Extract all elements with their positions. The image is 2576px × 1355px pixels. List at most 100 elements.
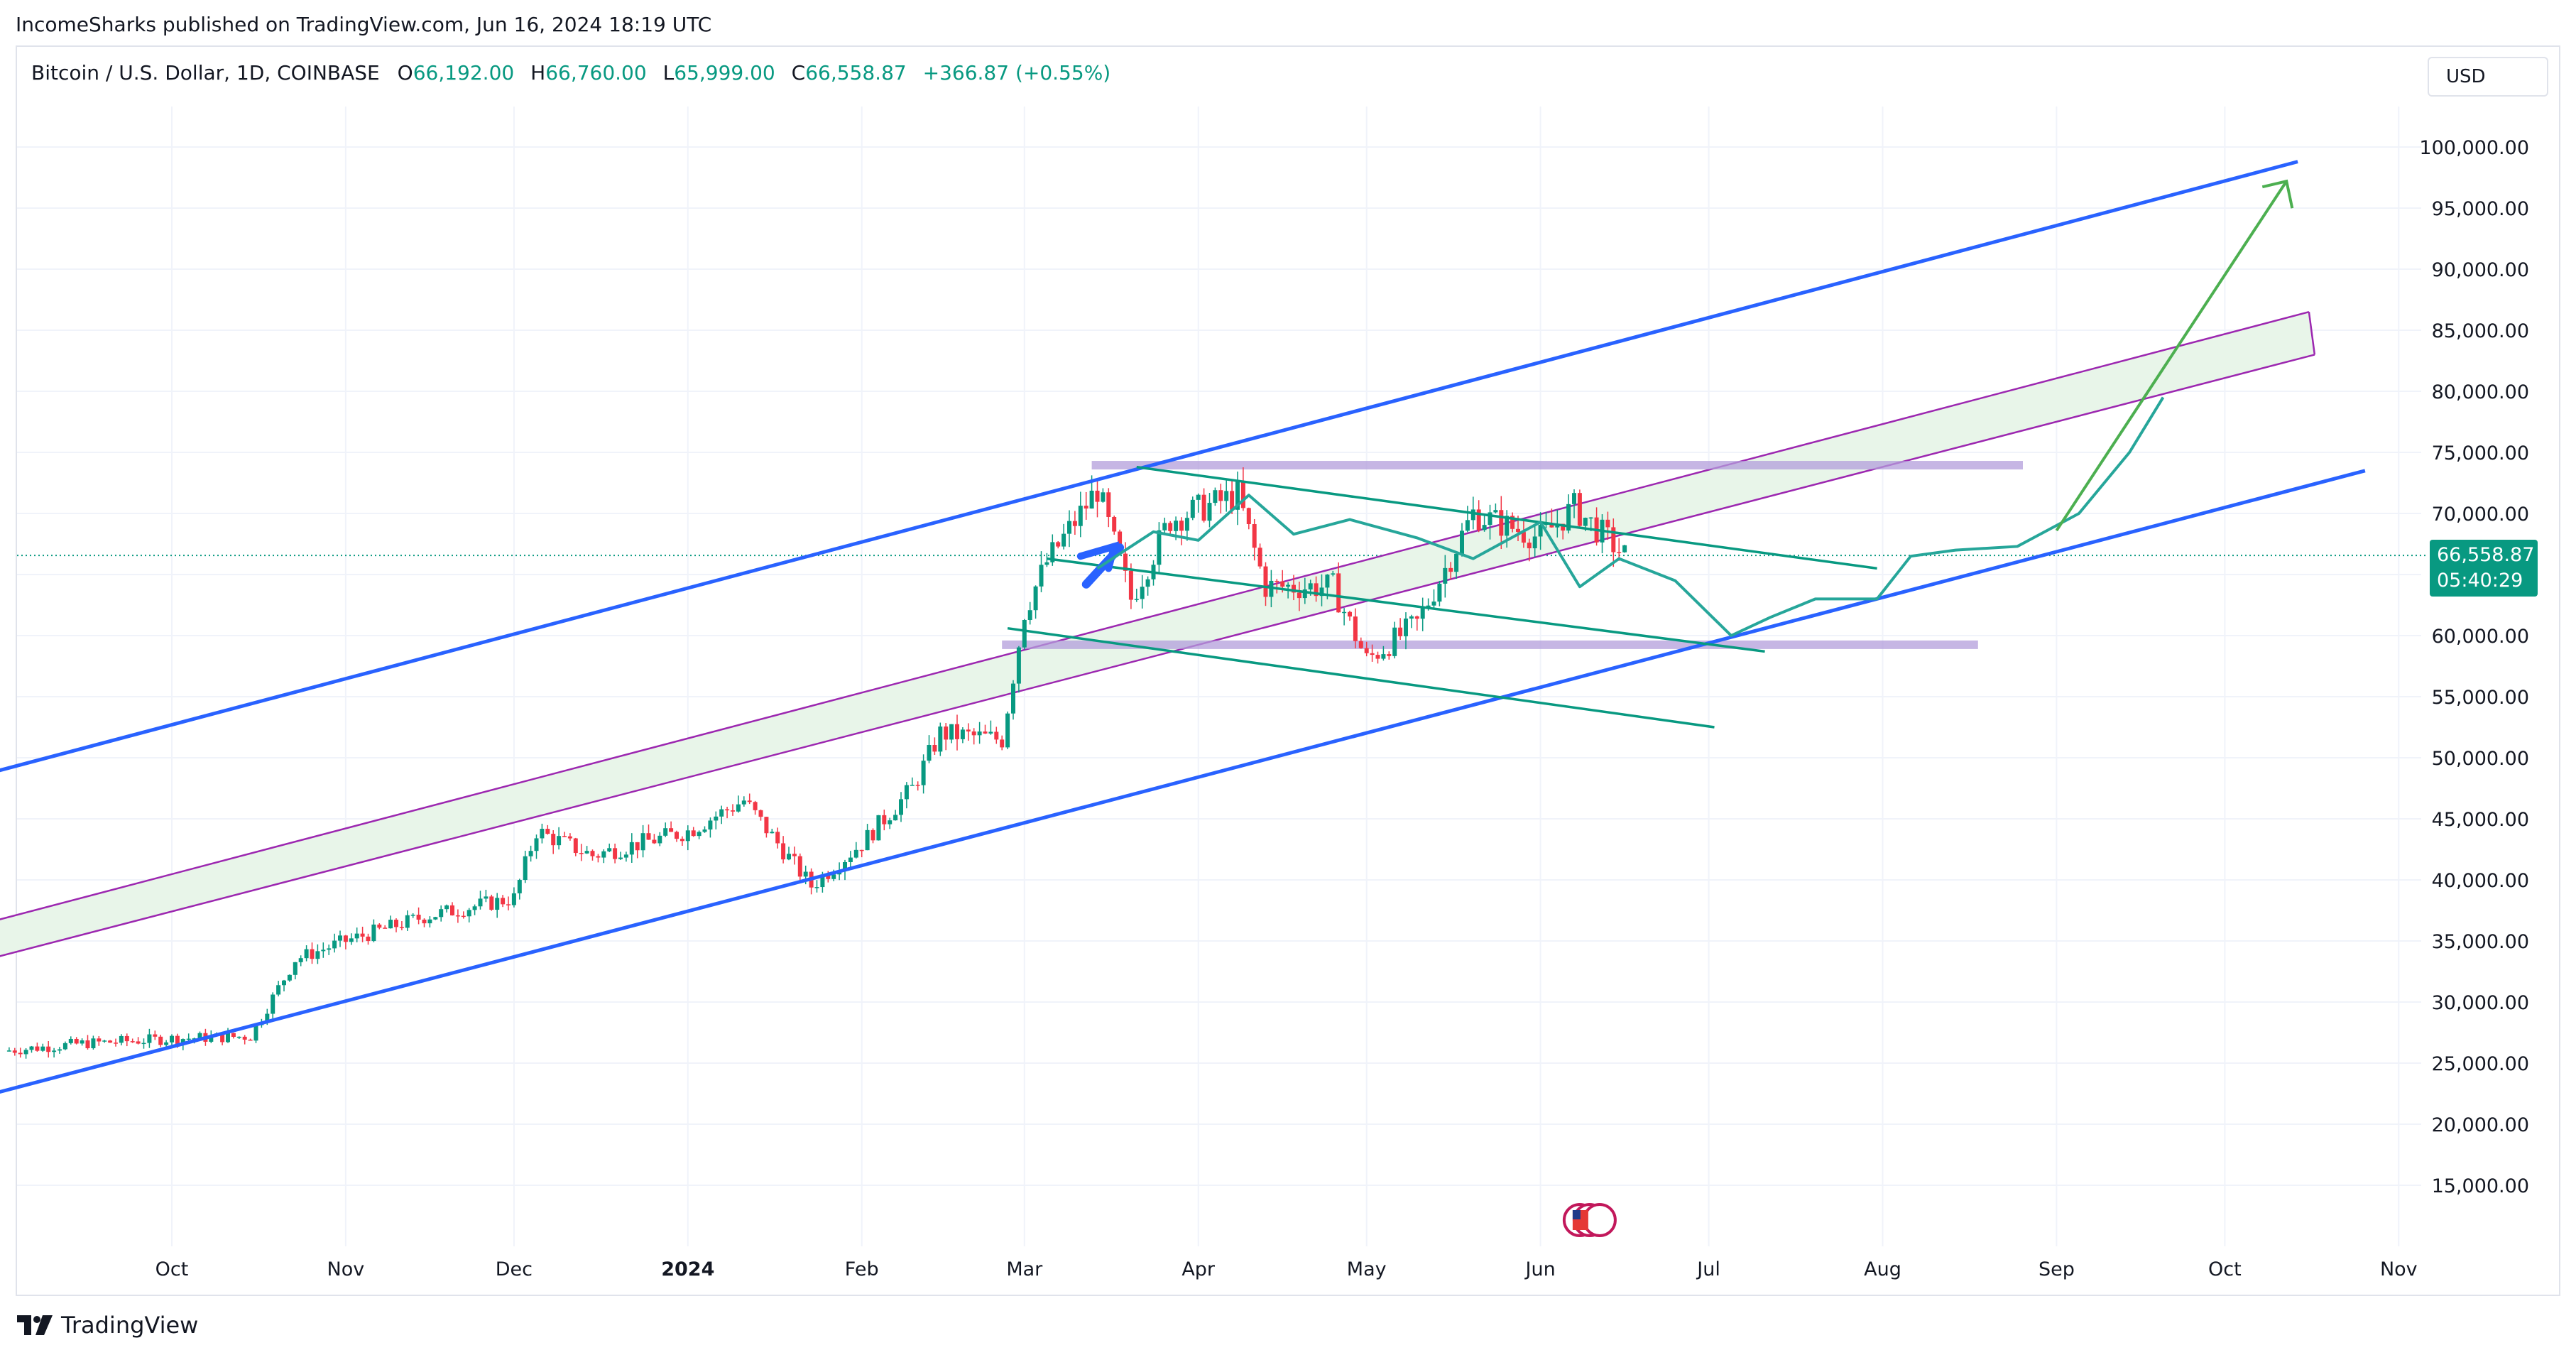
candle-body [623, 854, 628, 858]
x-tick-label: Nov [327, 1258, 365, 1280]
candle-body [1566, 504, 1571, 531]
candle-body [114, 1043, 118, 1044]
currency-button[interactable]: USD [2428, 57, 2548, 97]
candle-body [58, 1049, 62, 1051]
candle-body [932, 745, 937, 752]
candle-body [1342, 611, 1347, 614]
x-tick-label: Aug [1864, 1258, 1901, 1280]
candle-body [1538, 525, 1543, 537]
candle-body [848, 857, 853, 862]
candle-body [528, 851, 533, 856]
y-tick-label: 50,000.00 [2432, 748, 2529, 770]
candle-body [669, 828, 674, 832]
candle-body [753, 802, 758, 810]
x-tick-label: 2024 [661, 1258, 714, 1280]
candle-body [1050, 542, 1055, 562]
candle-body [141, 1043, 146, 1045]
change-value: +366.87 (+0.55%) [922, 61, 1111, 85]
candle-body [719, 809, 724, 817]
candle-body [977, 731, 982, 736]
candle-body [416, 915, 421, 920]
candle-body [1022, 620, 1027, 648]
candle-body [741, 800, 746, 805]
us-flag-icon[interactable] [1562, 1203, 1617, 1237]
candle-body [119, 1035, 124, 1043]
flag-ring [1582, 1203, 1617, 1237]
candle-body [265, 1013, 270, 1023]
candle-body [534, 838, 539, 851]
chart-frame [16, 45, 2560, 1296]
candle-body [1118, 531, 1123, 554]
low-value: 65,999.00 [674, 61, 775, 85]
candle-body [433, 917, 438, 920]
tradingview-logo[interactable]: TradingView [17, 1311, 198, 1339]
candle-body [607, 848, 612, 851]
close-value: 66,558.87 [805, 61, 907, 85]
candle-body [1196, 494, 1201, 500]
candle-body [871, 829, 875, 841]
symbol-name[interactable]: Bitcoin / U.S. Dollar, 1D, COINBASE [31, 61, 380, 85]
candle-body [450, 905, 454, 915]
candle-body [220, 1033, 225, 1043]
candle-body [1174, 521, 1179, 531]
candle-body [899, 799, 903, 815]
candle-body [253, 1025, 258, 1041]
candle-body [1056, 542, 1061, 547]
candle-body [893, 815, 898, 821]
drawings-back [0, 310, 2316, 957]
candle-body [1286, 584, 1291, 587]
candle-body [1617, 552, 1622, 553]
candle-body [1240, 481, 1245, 508]
candle-body [209, 1035, 214, 1042]
candle-body [1095, 490, 1100, 502]
candle-body [1280, 581, 1285, 587]
candle-body [781, 843, 786, 860]
candle-body [23, 1050, 28, 1055]
candle-body [310, 949, 315, 959]
resistance-zone [1091, 461, 2023, 470]
low-label: L [662, 61, 675, 85]
candle-body [865, 829, 870, 851]
candle-body [136, 1041, 141, 1044]
candle-body [1190, 499, 1195, 518]
candle-body [1162, 523, 1167, 530]
candle-body [68, 1038, 73, 1043]
x-tick-label: Oct [155, 1258, 189, 1280]
channel-upper-line [0, 160, 2298, 773]
wedge-lower-line [1007, 626, 1715, 729]
candle-body [40, 1046, 45, 1051]
candle-body [1482, 525, 1487, 530]
candle-body [231, 1033, 236, 1037]
candle-body [495, 898, 500, 910]
ohlc-legend: Bitcoin / U.S. Dollar, 1D, COINBASE O66,… [31, 61, 1110, 85]
candle-body [573, 838, 578, 854]
candle-body [949, 724, 954, 740]
candle-body [960, 729, 965, 739]
candle-body [1527, 543, 1532, 549]
y-tick-label: 75,000.00 [2432, 442, 2529, 464]
candle-body [46, 1046, 51, 1052]
candle-body [1387, 654, 1392, 656]
candle-body [1275, 580, 1279, 582]
candle-body [354, 933, 359, 939]
x-tick-label: Nov [2380, 1258, 2418, 1280]
candle-body [1011, 683, 1015, 714]
candle-body [1426, 605, 1431, 608]
candle-body [1499, 510, 1504, 536]
candle-body [1027, 610, 1032, 621]
high-label: H [530, 61, 546, 85]
candle-body [343, 935, 348, 942]
candle-body [164, 1042, 169, 1045]
candle-body [1101, 492, 1106, 502]
candle-body [1044, 562, 1049, 565]
candle-body [1336, 573, 1341, 613]
candle-body [124, 1035, 129, 1042]
candle-body [472, 906, 477, 910]
y-tick-label: 25,000.00 [2432, 1053, 2529, 1075]
target-arrow-head [2261, 179, 2294, 209]
candle-body [186, 1038, 191, 1040]
candle-body [1398, 627, 1403, 636]
candle-body [843, 861, 847, 871]
candle-body [366, 936, 371, 942]
